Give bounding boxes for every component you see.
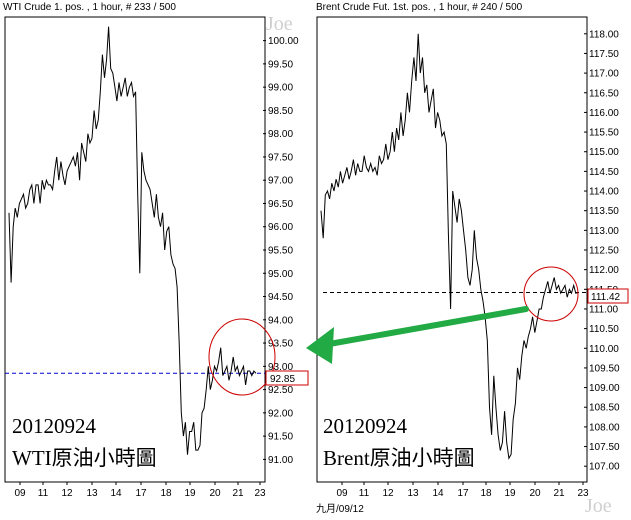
wti-x-tick-label: 19 <box>184 488 196 499</box>
wti-x-tick-label: 21 <box>232 488 244 499</box>
wti-x-tick-label: 17 <box>135 488 147 499</box>
wti-y-tick-label: 93.00 <box>268 362 293 373</box>
wti-y-tick-label: 96.00 <box>268 222 293 233</box>
comparison-arrow-head <box>306 327 334 364</box>
wti-price-line <box>8 26 257 455</box>
wti-y-tick-label: 99.00 <box>268 83 293 94</box>
brent-y-tick-label: 116.50 <box>589 88 619 99</box>
brent-y-tick-label: 107.50 <box>589 442 620 453</box>
comparison-arrow-shaft <box>315 306 529 349</box>
brent-y-tick-label: 114.50 <box>589 167 619 178</box>
brent-y-tick-label: 115.00 <box>589 147 619 158</box>
brent-value-label: 111.42 <box>591 292 621 303</box>
wti-y-tick-label: 96.50 <box>268 199 293 210</box>
wti-value-label: 92.85 <box>270 374 295 385</box>
wti-value-box <box>265 370 309 386</box>
wti-y-tick-label: 91.50 <box>268 432 293 443</box>
brent-x-tick-label: 18 <box>480 488 492 499</box>
brent-date-label: 九月/09/12 <box>316 503 364 515</box>
wti-y-axis: 91.00 91.50 92.00 92.50 93.00 93.50 94.00 94.50… <box>263 36 299 466</box>
brent-highlight-circle <box>523 266 579 322</box>
wti-x-axis: 09 11 12 13 14 17 18 19 20 21 23 <box>14 482 266 499</box>
wti-x-tick-label: 12 <box>61 488 73 499</box>
wti-y-tick-label: 92.00 <box>268 408 293 419</box>
brent-y-tick-label: 113.00 <box>589 226 619 237</box>
wti-y-tick-label: 98.50 <box>268 106 293 117</box>
brent-y-tick-label: 109.50 <box>589 363 620 374</box>
wti-x-tick-label: 20 <box>209 488 221 499</box>
brent-y-tick-label: 116.00 <box>589 108 619 119</box>
brent-y-tick-label: 117.50 <box>589 49 619 60</box>
wti-x-tick-label: 18 <box>160 488 172 499</box>
brent-watermark: Joe <box>585 495 612 517</box>
brent-y-tick-label: 112.50 <box>589 246 619 257</box>
wti-y-tick-label: 97.50 <box>268 152 293 163</box>
brent-x-tick-label: 23 <box>577 488 589 499</box>
wti-x-tick-label: 09 <box>14 488 26 499</box>
wti-y-tick-label: 99.50 <box>268 59 293 70</box>
wti-title: WTI Crude 1. pos. , 1 hour, # 233 / 500 <box>3 2 176 13</box>
brent-y-tick-label: 111.00 <box>589 304 619 315</box>
wti-plot-frame <box>4 16 266 483</box>
wti-annotation-name: WTI原油小時圖 <box>12 446 157 470</box>
brent-y-tick-label: 110.00 <box>589 344 619 355</box>
brent-y-tick-label: 108.00 <box>589 422 620 433</box>
wti-x-tick-label: 23 <box>254 488 266 499</box>
brent-x-tick-label: 12 <box>382 488 394 499</box>
wti-x-tick-label: 13 <box>86 488 98 499</box>
wti-y-tick-label: 94.50 <box>268 292 293 303</box>
brent-x-tick-label: 13 <box>407 488 419 499</box>
brent-y-tick-label: 109.00 <box>589 383 620 394</box>
brent-y-tick-label: 108.50 <box>589 403 620 414</box>
wti-y-tick-label: 92.50 <box>268 385 293 396</box>
brent-y-tick-label: 117.00 <box>589 69 619 80</box>
brent-y-tick-label: 112.00 <box>589 265 619 276</box>
brent-x-axis: 09 11 12 13 14 17 18 19 20 21 23 <box>336 482 589 499</box>
brent-x-tick-label: 14 <box>432 488 444 499</box>
wti-highlight-circle <box>208 318 276 396</box>
wti-y-tick-label: 95.50 <box>268 246 293 257</box>
brent-y-tick-label: 114.00 <box>589 187 619 198</box>
wti-y-tick-label: 97.00 <box>268 176 293 187</box>
wti-y-tick-label: 95.00 <box>268 269 293 280</box>
wti-x-tick-label: 11 <box>38 488 49 499</box>
wti-y-tick-label: 100.00 <box>268 36 299 47</box>
wti-x-tick-label: 14 <box>110 488 122 499</box>
wti-y-tick-label: 93.50 <box>268 339 293 350</box>
brent-x-tick-label: 19 <box>504 488 516 499</box>
brent-annotation-date: 20120924 <box>323 414 408 438</box>
brent-value-box <box>587 288 629 304</box>
brent-x-tick-label: 17 <box>457 488 469 499</box>
brent-price-line <box>320 33 579 460</box>
brent-y-axis: 107.00 107.50 108.00 108.50 109.00 109.50 110.… <box>584 29 620 473</box>
brent-x-tick-label: 20 <box>529 488 541 499</box>
wti-y-tick-label: 91.00 <box>268 455 293 466</box>
wti-panel: WTI Crude 1. pos. , 1 hour, # 233 / 500 … <box>3 2 309 499</box>
brent-x-tick-label: 21 <box>553 488 565 499</box>
brent-y-tick-label: 118.00 <box>589 29 619 40</box>
brent-y-tick-label: 107.00 <box>589 462 620 473</box>
wti-y-tick-label: 98.00 <box>268 129 293 140</box>
brent-y-tick-label: 115.50 <box>589 128 619 139</box>
brent-x-tick-label: 11 <box>359 488 370 499</box>
brent-x-tick-label: 09 <box>336 488 348 499</box>
brent-annotation-name: Brent原油小時圖 <box>323 446 475 470</box>
brent-title: Brent Crude Fut. 1st. pos. , 1 hour, # 2… <box>316 2 523 13</box>
brent-panel: Brent Crude Fut. 1st. pos. , 1 hour, # 2… <box>316 2 629 517</box>
wti-watermark: Joe <box>266 13 293 35</box>
wti-y-tick-label: 94.00 <box>268 315 293 326</box>
brent-y-tick-label: 113.50 <box>589 206 619 217</box>
wti-annotation-date: 20120924 <box>12 414 97 438</box>
brent-y-tick-label: 110.50 <box>589 324 619 335</box>
